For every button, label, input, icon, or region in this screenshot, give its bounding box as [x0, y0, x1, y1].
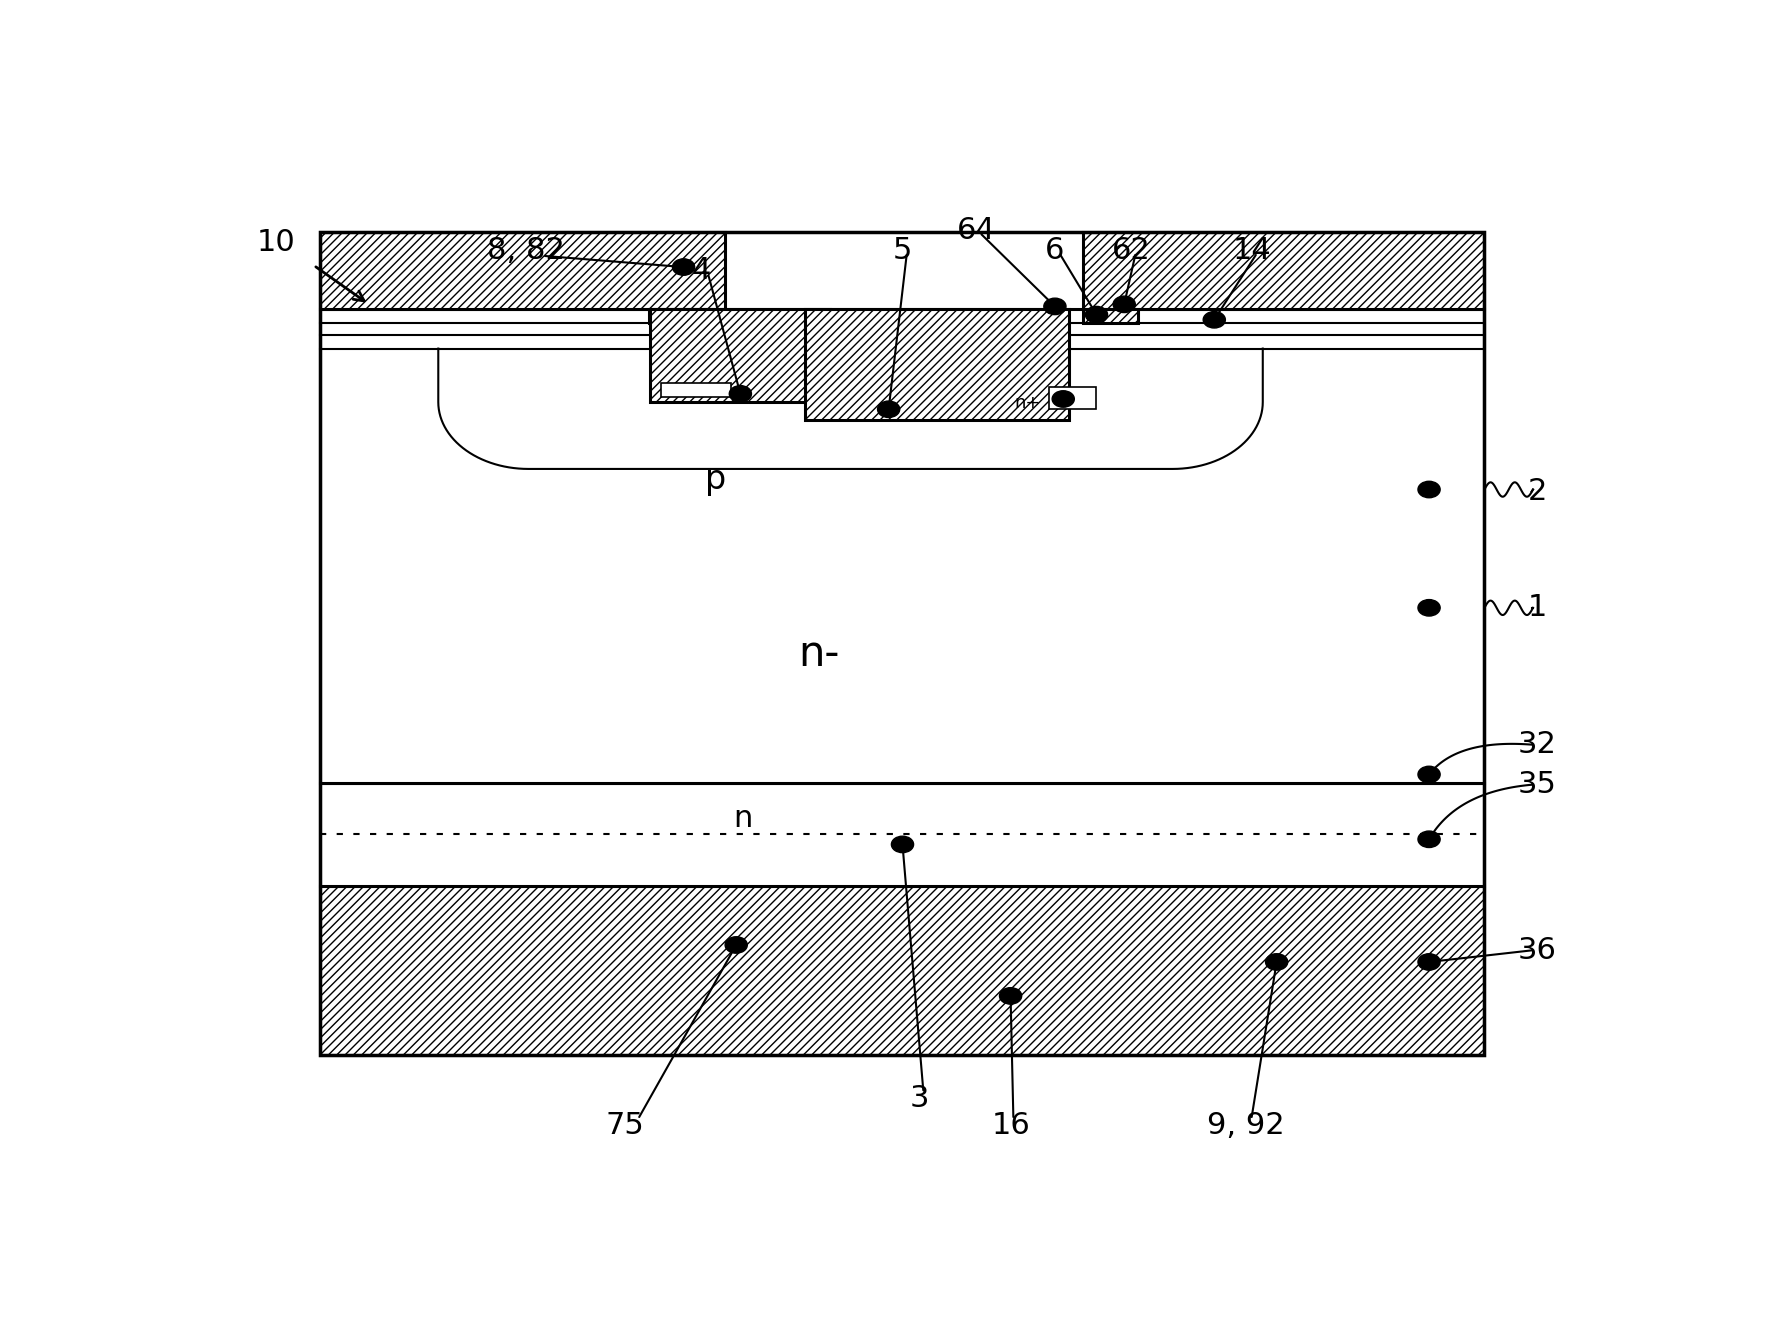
Circle shape [1085, 306, 1107, 323]
Circle shape [730, 386, 751, 402]
Circle shape [1418, 600, 1439, 616]
Text: p: p [704, 462, 726, 496]
Text: 35: 35 [1518, 771, 1557, 799]
Circle shape [1418, 831, 1439, 847]
Bar [320, 783, 1484, 886]
Circle shape [672, 259, 694, 275]
Circle shape [1418, 954, 1439, 970]
Bar [320, 232, 726, 310]
Bar [651, 310, 830, 402]
Text: 8, 82: 8, 82 [486, 236, 565, 266]
Circle shape [1266, 954, 1287, 970]
Circle shape [1203, 311, 1225, 329]
Bar [662, 382, 731, 397]
Text: 9, 92: 9, 92 [1207, 1110, 1286, 1140]
Text: 5: 5 [892, 236, 912, 266]
Text: n: n [733, 804, 753, 834]
Text: 10: 10 [257, 228, 295, 257]
Bar [320, 886, 1484, 1055]
Text: 6: 6 [1046, 236, 1064, 266]
Text: n+: n+ [1014, 394, 1041, 411]
Circle shape [892, 836, 914, 852]
Bar [649, 310, 726, 323]
Text: 64: 64 [957, 216, 996, 244]
Circle shape [1418, 481, 1439, 498]
Text: n-: n- [799, 633, 840, 675]
Text: 32: 32 [1518, 731, 1557, 759]
Circle shape [726, 937, 747, 953]
Circle shape [999, 987, 1021, 1005]
Bar [1050, 386, 1096, 409]
Bar [805, 310, 1069, 420]
Circle shape [1418, 767, 1439, 783]
Bar [320, 232, 1484, 1055]
Text: 1: 1 [1527, 593, 1547, 623]
Circle shape [1114, 297, 1135, 313]
Text: 3: 3 [910, 1083, 930, 1113]
Text: 16: 16 [991, 1110, 1030, 1140]
Text: 2: 2 [1527, 477, 1547, 506]
Text: 4: 4 [692, 257, 712, 285]
Circle shape [1044, 298, 1066, 314]
Text: 14: 14 [1232, 236, 1271, 266]
Bar [320, 310, 1484, 783]
Bar [1084, 232, 1484, 310]
Text: 62: 62 [1112, 236, 1150, 266]
Text: 75: 75 [606, 1110, 645, 1140]
Circle shape [878, 401, 899, 417]
Circle shape [1051, 390, 1075, 407]
Text: 36: 36 [1518, 937, 1557, 965]
Bar [1084, 310, 1139, 323]
